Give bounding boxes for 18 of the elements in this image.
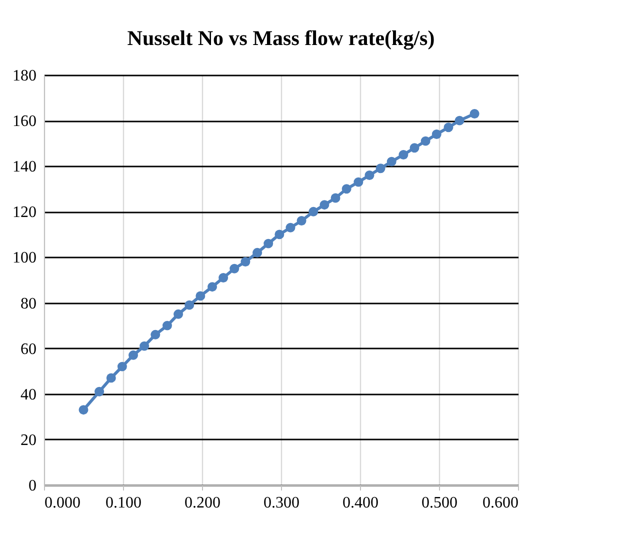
y-tick-label: 20 <box>20 432 36 449</box>
y-tick-label: 180 <box>12 68 36 84</box>
chart-title: Nusselt No vs Mass flow rate(kg/s) <box>127 26 435 50</box>
x-tick-label: 0.000 <box>44 494 80 512</box>
y-tick-label: 140 <box>12 158 36 176</box>
y-tick-label: 100 <box>12 250 36 267</box>
x-tick-label: 0.100 <box>106 494 142 512</box>
y-tick-label: 40 <box>20 386 36 404</box>
x-tick-label: 0.300 <box>264 494 300 512</box>
x-tick-label: 0.200 <box>184 494 220 512</box>
y-tick-label: 160 <box>12 113 36 130</box>
y-tick-label: 80 <box>20 295 36 312</box>
x-tick-label: 0.600 <box>482 494 518 512</box>
y-tick-label: 0 <box>28 478 36 494</box>
y-tick-label: 60 <box>20 340 36 358</box>
x-tick-label: 0.400 <box>342 494 378 512</box>
x-tick-label: 0.500 <box>422 494 458 512</box>
y-tick-label: 120 <box>12 204 36 222</box>
